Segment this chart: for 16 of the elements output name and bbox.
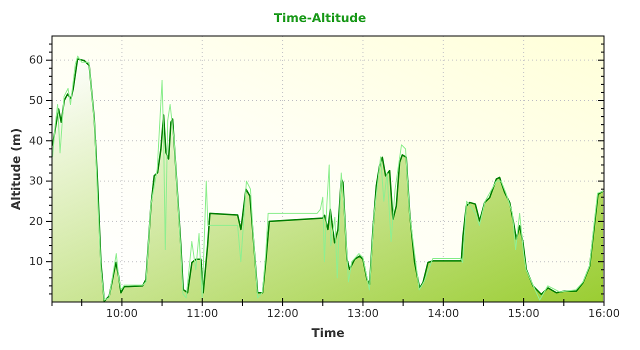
- x-tick-label: 11:00: [186, 306, 218, 320]
- x-tick-label: 14:00: [427, 306, 460, 320]
- x-tick-label: 16:00: [588, 306, 620, 320]
- x-tick-label: 13:00: [347, 306, 379, 320]
- x-axis-title: Time: [312, 326, 344, 340]
- chart-title: Time-Altitude: [274, 11, 366, 25]
- y-tick-label: 20: [29, 214, 43, 228]
- y-tick-label: 50: [29, 94, 43, 108]
- x-tick-label: 12:00: [266, 306, 298, 320]
- y-tick-label: 10: [29, 255, 43, 268]
- y-tick-label: 40: [29, 134, 43, 148]
- y-axis-title: Altitude (m): [9, 128, 23, 210]
- x-tick-label: 10:00: [106, 306, 138, 320]
- y-tick-label: 60: [29, 54, 43, 67]
- x-tick-label: 15:00: [508, 306, 540, 320]
- y-tick-label: 30: [29, 174, 43, 188]
